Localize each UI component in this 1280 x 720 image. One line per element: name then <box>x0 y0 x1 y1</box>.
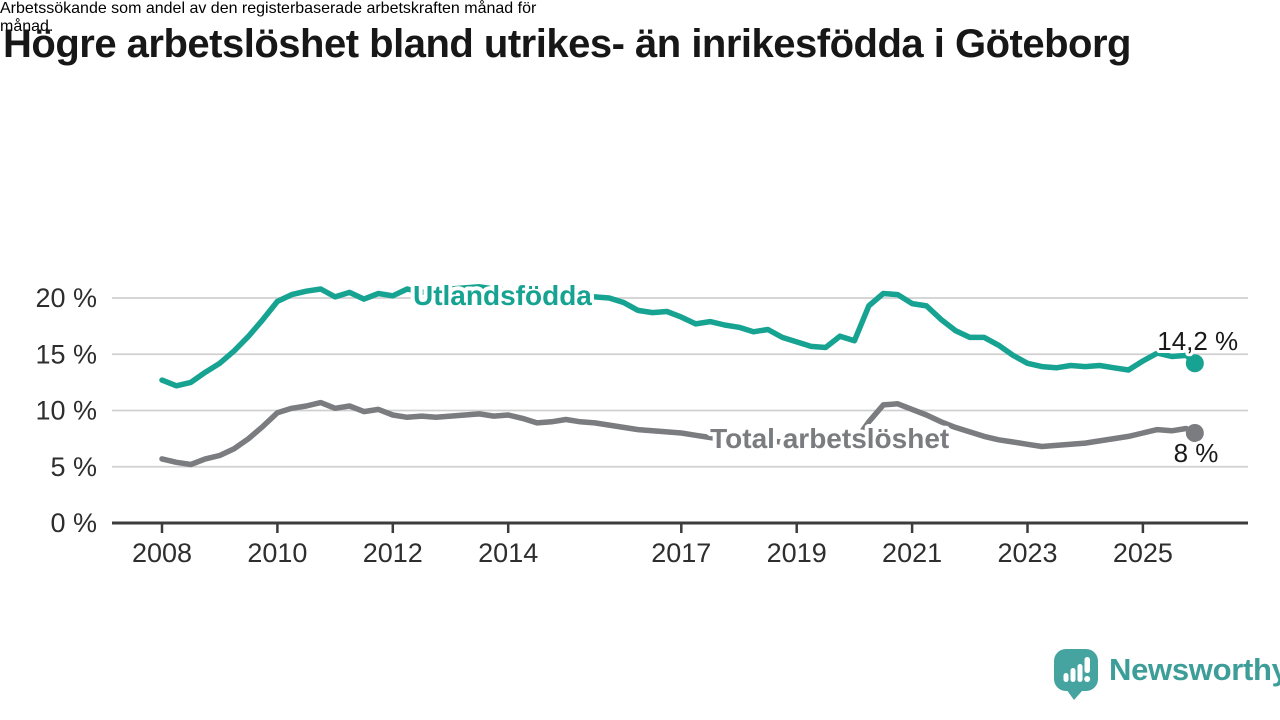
logo-text: Newsworthy <box>1109 652 1280 687</box>
x-tick-label: 2012 <box>363 538 423 568</box>
x-tick-label: 2025 <box>1113 538 1173 568</box>
line-chart-svg: 0 % 5 % 10 % 15 % 20 % 2008 2010 2012 2014 2017 20… <box>35 276 1248 568</box>
newsworthy-logo-icon <box>1054 649 1098 700</box>
chart: 0 % 5 % 10 % 15 % 20 % 2008 2010 2012 2014 2017 20… <box>0 255 1280 585</box>
series-line-utlandsf-dda <box>159 284 1198 389</box>
series-label-total-arbetsl-shet: Total arbetslöshet <box>710 423 949 454</box>
end-value-label-utlandsf-dda: 14,2 % <box>1157 326 1238 356</box>
y-tick-label: 0 % <box>50 508 97 538</box>
subtitle-line-2: månad. <box>0 18 54 35</box>
x-tick-label: 2014 <box>478 538 538 568</box>
x-tick-label: 2017 <box>651 538 711 568</box>
x-tick-label: 2008 <box>132 538 192 568</box>
logo-speech-bubble <box>1054 649 1098 700</box>
subtitle-line-1: Arbetssökande som andel av den registerb… <box>0 0 537 17</box>
series-line-total-arbetsl-shet <box>159 399 1198 468</box>
x-tick-label: 2023 <box>997 538 1057 568</box>
logo-exclamation-bar <box>1084 657 1090 673</box>
x-tick-label: 2019 <box>767 538 827 568</box>
end-value-label-total-arbetsl-shet: 8 % <box>1174 438 1219 468</box>
logo-bar-2 <box>1070 668 1076 682</box>
y-tick-label: 15 % <box>35 339 97 369</box>
y-tick-label: 10 % <box>35 396 97 426</box>
y-tick-label: 5 % <box>50 452 97 482</box>
series-end-dot-utlandsf-dda <box>1185 354 1204 373</box>
series-label-utlandsf-dda: Utlandsfödda <box>413 280 592 311</box>
branding: Newsworthy <box>1053 648 1280 704</box>
logo-exclamation-dot <box>1084 676 1091 682</box>
y-tick-label: 20 % <box>35 283 97 313</box>
page-title: Högre arbetslöshet bland utrikes- än inr… <box>3 22 1131 66</box>
logo-bar-1 <box>1063 673 1069 682</box>
series-end-dot-total-arbetsl-shet <box>1185 424 1204 442</box>
x-tick-label: 2021 <box>882 538 942 568</box>
x-tick-label: 2010 <box>247 538 307 568</box>
logo-bar-3 <box>1077 664 1083 682</box>
